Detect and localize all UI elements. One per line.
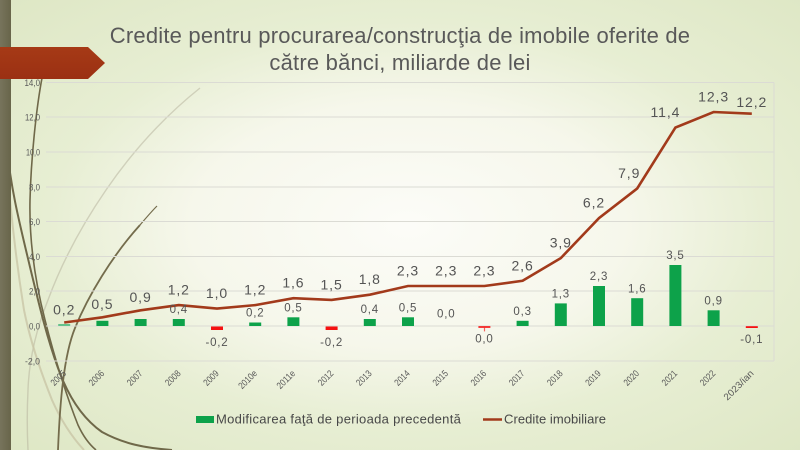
svg-text:3,9: 3,9	[550, 235, 572, 251]
svg-text:-2,0: -2,0	[25, 356, 40, 367]
svg-text:3,5: 3,5	[666, 250, 684, 262]
svg-text:2,3: 2,3	[473, 263, 495, 279]
svg-text:0,9: 0,9	[704, 295, 722, 307]
svg-text:1,0: 1,0	[206, 285, 228, 301]
svg-text:4,0: 4,0	[29, 252, 40, 263]
svg-text:0,5: 0,5	[91, 296, 113, 312]
svg-text:2,0: 2,0	[29, 287, 40, 298]
svg-text:2,3: 2,3	[590, 271, 608, 283]
svg-text:0,5: 0,5	[284, 302, 302, 314]
svg-text:0,2: 0,2	[53, 302, 75, 318]
svg-text:1,8: 1,8	[359, 271, 381, 287]
svg-text:-0,2: -0,2	[205, 337, 228, 349]
svg-text:0,4: 0,4	[361, 304, 379, 316]
svg-text:2,3: 2,3	[397, 263, 419, 279]
svg-text:1,2: 1,2	[168, 282, 190, 298]
svg-text:0,0: 0,0	[475, 333, 493, 345]
svg-text:2,3: 2,3	[435, 263, 457, 279]
svg-text:0,0: 0,0	[29, 322, 40, 333]
svg-text:Modificarea faţă de perioada p: Modificarea faţă de perioada precedentă	[216, 412, 462, 427]
svg-text:10,0: 10,0	[26, 148, 40, 159]
svg-text:0,0: 0,0	[437, 308, 455, 320]
svg-text:7,9: 7,9	[618, 165, 640, 181]
svg-text:6,0: 6,0	[29, 217, 40, 228]
svg-text:-0,1: -0,1	[740, 334, 763, 346]
svg-text:1,6: 1,6	[282, 275, 304, 291]
svg-text:0,3: 0,3	[513, 306, 531, 318]
svg-text:1,5: 1,5	[321, 276, 343, 292]
svg-text:0,5: 0,5	[399, 302, 417, 314]
svg-text:8,0: 8,0	[29, 182, 40, 193]
svg-text:14,0: 14,0	[25, 78, 41, 89]
svg-text:0,4: 0,4	[170, 304, 188, 316]
svg-text:12,3: 12,3	[698, 89, 729, 105]
svg-text:1,3: 1,3	[552, 288, 570, 300]
svg-text:1,6: 1,6	[628, 283, 646, 295]
svg-text:Credite imobiliare: Credite imobiliare	[504, 412, 606, 427]
svg-text:0,2: 0,2	[246, 307, 264, 319]
svg-text:0,9: 0,9	[130, 289, 152, 305]
svg-text:2,6: 2,6	[512, 257, 534, 273]
svg-text:6,2: 6,2	[583, 195, 605, 211]
svg-text:12,2: 12,2	[736, 94, 767, 110]
svg-text:-0,2: -0,2	[320, 337, 343, 349]
svg-text:1,2: 1,2	[244, 282, 266, 298]
svg-text:12,0: 12,0	[25, 113, 40, 124]
svg-text:11,4: 11,4	[650, 104, 680, 120]
